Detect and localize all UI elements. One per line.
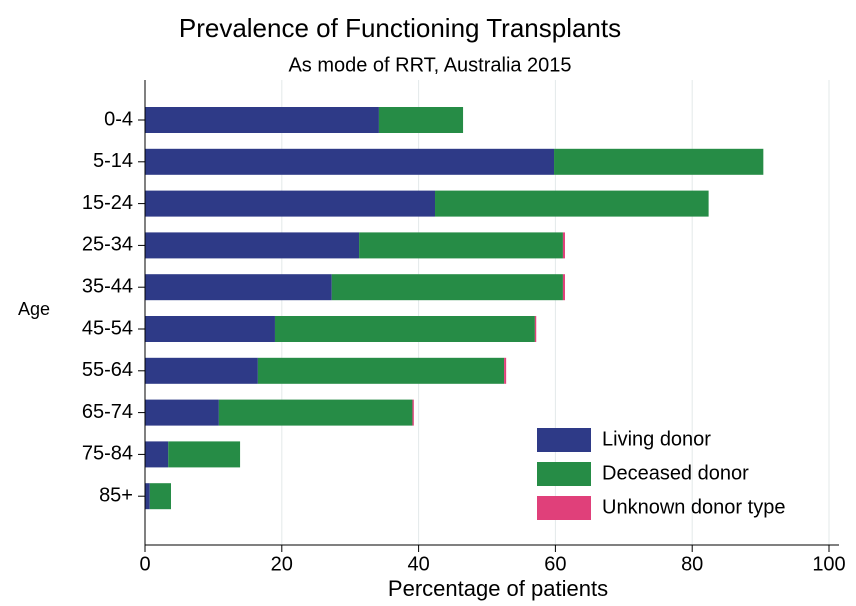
legend-label: Living donor (602, 428, 711, 450)
bar-segment (145, 357, 258, 384)
bar-segment (435, 190, 709, 217)
bar-segment (145, 190, 436, 217)
chart-title: Prevalence of Functioning Transplants (179, 13, 621, 43)
y-tick-label: 45-54 (82, 317, 133, 339)
bar-segment (145, 107, 379, 133)
bar-segment (168, 441, 241, 468)
x-tick-label: 20 (271, 553, 293, 575)
legend-label: Deceased donor (602, 462, 749, 484)
y-tick-label: 75-84 (82, 443, 133, 465)
bar-segment (145, 399, 219, 426)
x-tick-label: 100 (812, 553, 845, 575)
bar-segment (274, 316, 535, 342)
y-tick-label: 0-4 (104, 108, 133, 130)
bar-segment (145, 316, 275, 342)
legend-label: Unknown donor type (602, 496, 785, 518)
y-tick-label: 35-44 (82, 275, 133, 297)
y-tick-label: 15-24 (82, 192, 133, 214)
bar-segment (562, 274, 565, 301)
legend-swatch (537, 428, 591, 452)
bar-segment (145, 274, 332, 301)
legend-swatch (537, 462, 591, 486)
bar-segment (145, 483, 150, 510)
x-tick-label: 40 (407, 553, 429, 575)
x-axis-title: Percentage of patients (388, 576, 608, 601)
bar-segment (149, 483, 171, 510)
y-tick-label: 25-34 (82, 234, 133, 256)
bar-segment (378, 107, 464, 133)
bar-segment (359, 232, 563, 259)
y-tick-label: 55-64 (82, 359, 133, 381)
bar-segment (504, 357, 507, 384)
y-tick-label: 85+ (99, 484, 133, 506)
bar-segment (562, 232, 565, 259)
bar-segment (331, 274, 563, 301)
chart-subtitle: As mode of RRT, Australia 2015 (288, 54, 571, 76)
bar-segment (218, 399, 413, 426)
x-tick-label: 60 (544, 553, 566, 575)
y-axis-title: Age (18, 299, 50, 319)
bar-segment (534, 316, 537, 342)
bar-segment (554, 148, 764, 175)
bar-segment (412, 399, 414, 426)
x-tick-label: 80 (681, 553, 703, 575)
bar-segment (257, 357, 505, 384)
bar-segment (145, 148, 555, 175)
bar-segment (145, 441, 169, 468)
bar-segment (145, 232, 360, 259)
y-tick-label: 5-14 (93, 150, 133, 172)
x-tick-label: 0 (139, 553, 150, 575)
legend-swatch (537, 496, 591, 520)
y-tick-label: 65-74 (82, 401, 133, 423)
